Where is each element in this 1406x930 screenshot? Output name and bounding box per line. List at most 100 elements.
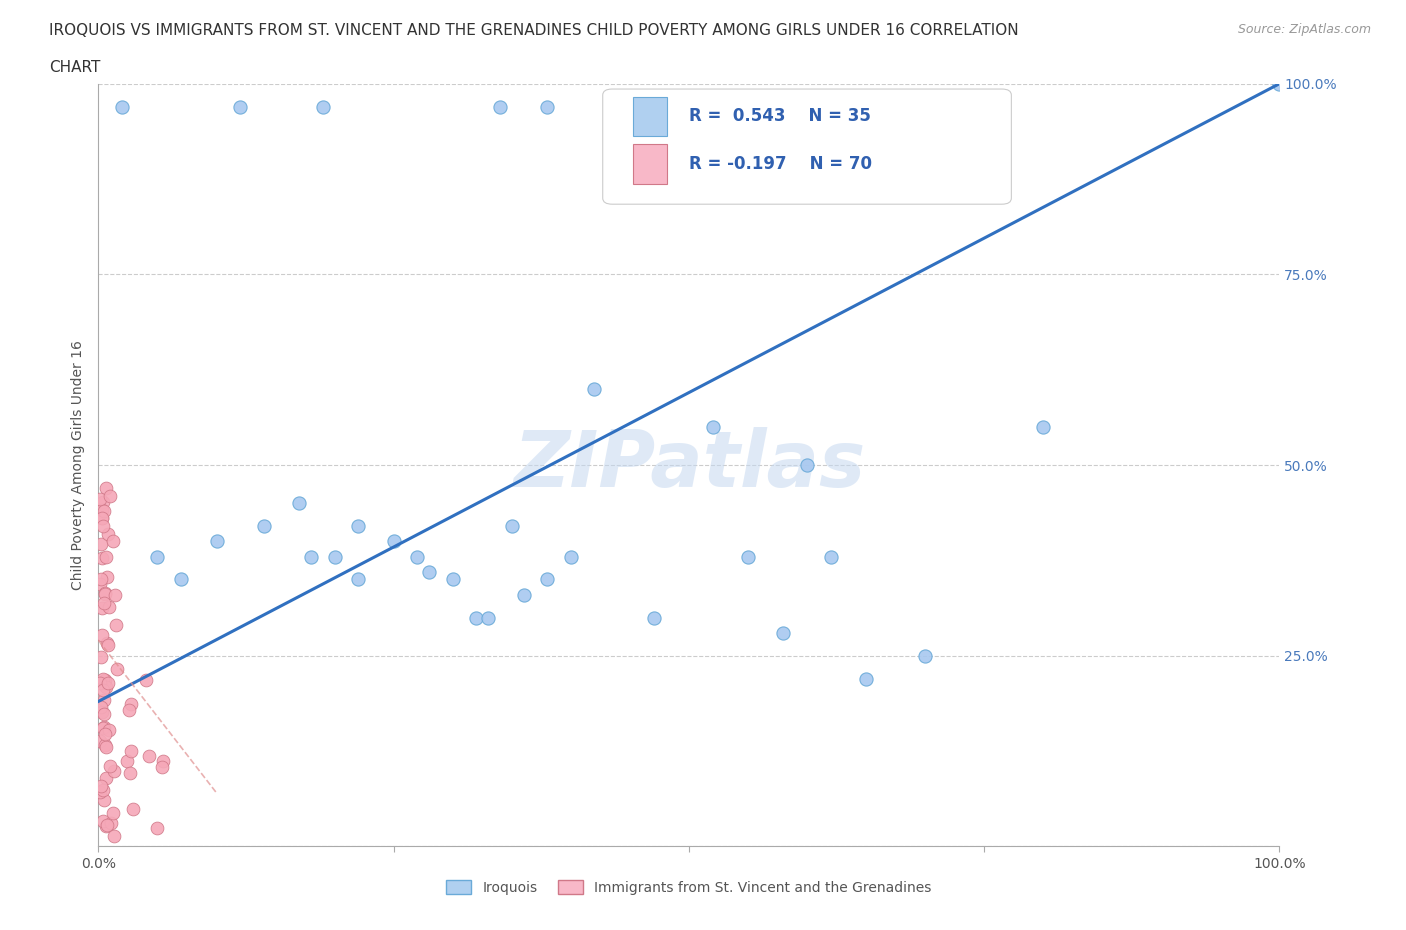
Text: R =  0.543    N = 35: R = 0.543 N = 35 — [689, 108, 870, 126]
Point — [103, 828, 125, 843]
Point — [91, 511, 114, 525]
Point — [299, 549, 322, 564]
Point — [89, 675, 111, 690]
Point — [150, 760, 173, 775]
Point — [97, 526, 120, 541]
Point — [96, 817, 118, 832]
Point — [91, 628, 114, 643]
Point — [90, 705, 112, 720]
Point — [94, 771, 117, 786]
Point — [96, 635, 118, 650]
Point — [93, 707, 115, 722]
Point — [702, 419, 724, 434]
Point — [96, 570, 118, 585]
Point — [820, 549, 842, 564]
Point — [406, 549, 429, 564]
Point — [91, 683, 114, 698]
Point — [118, 765, 141, 780]
Point — [91, 502, 114, 517]
Point — [170, 572, 193, 587]
Point — [91, 721, 114, 736]
Y-axis label: Child Poverty Among Girls Under 16: Child Poverty Among Girls Under 16 — [72, 340, 86, 590]
Point — [489, 100, 512, 114]
Point — [914, 648, 936, 663]
Point — [253, 519, 276, 534]
Point — [441, 572, 464, 587]
Text: ZIPatlas: ZIPatlas — [513, 427, 865, 503]
Point — [152, 753, 174, 768]
Point — [121, 802, 143, 817]
Point — [94, 549, 117, 564]
Point — [91, 511, 114, 525]
Legend: Iroquois, Immigrants from St. Vincent and the Grenadines: Iroquois, Immigrants from St. Vincent an… — [440, 874, 938, 900]
Point — [93, 503, 115, 518]
Text: Source: ZipAtlas.com: Source: ZipAtlas.com — [1237, 23, 1371, 36]
Point — [1268, 76, 1291, 91]
Point — [347, 572, 370, 587]
Point — [103, 764, 125, 778]
Point — [90, 778, 112, 793]
Point — [323, 549, 346, 564]
Point — [120, 744, 142, 759]
Point — [91, 519, 114, 534]
Point — [93, 792, 115, 807]
Point — [98, 488, 121, 503]
Point — [118, 703, 141, 718]
Point — [382, 534, 405, 549]
Text: CHART: CHART — [49, 60, 101, 75]
Point — [94, 672, 117, 687]
Point — [91, 495, 114, 510]
Point — [536, 100, 558, 114]
Point — [105, 618, 128, 632]
Point — [138, 749, 160, 764]
Point — [103, 588, 125, 603]
Point — [93, 595, 115, 610]
Point — [91, 671, 114, 686]
Point — [288, 496, 311, 511]
Point — [100, 816, 122, 830]
Point — [418, 565, 440, 579]
Point — [90, 650, 112, 665]
Point — [643, 610, 665, 625]
Point — [91, 814, 114, 829]
Point — [89, 733, 111, 748]
Point — [89, 785, 111, 800]
Point — [91, 783, 114, 798]
Point — [90, 551, 112, 565]
FancyBboxPatch shape — [634, 97, 666, 137]
Point — [477, 610, 499, 625]
Point — [94, 587, 117, 602]
Point — [101, 534, 124, 549]
Point — [90, 572, 112, 587]
Point — [229, 100, 252, 114]
Point — [105, 662, 128, 677]
Point — [772, 625, 794, 640]
Point — [512, 587, 534, 602]
Point — [97, 675, 120, 690]
Point — [855, 671, 877, 686]
Point — [111, 100, 134, 114]
Point — [146, 821, 169, 836]
Point — [89, 492, 111, 507]
Point — [97, 600, 120, 615]
Point — [347, 519, 370, 534]
Point — [101, 805, 124, 820]
Point — [90, 699, 112, 714]
Point — [97, 638, 120, 653]
Point — [98, 723, 121, 737]
Point — [312, 100, 335, 114]
FancyBboxPatch shape — [603, 89, 1011, 205]
Point — [146, 549, 169, 564]
FancyBboxPatch shape — [634, 144, 666, 183]
Point — [205, 534, 228, 549]
Point — [120, 697, 142, 711]
Point — [1032, 419, 1054, 434]
Point — [94, 740, 117, 755]
Point — [536, 572, 558, 587]
Text: IROQUOIS VS IMMIGRANTS FROM ST. VINCENT AND THE GRENADINES CHILD POVERTY AMONG G: IROQUOIS VS IMMIGRANTS FROM ST. VINCENT … — [49, 23, 1019, 38]
Point — [796, 458, 818, 472]
Point — [94, 737, 117, 752]
Point — [560, 549, 582, 564]
Point — [501, 519, 523, 534]
Point — [89, 577, 111, 591]
